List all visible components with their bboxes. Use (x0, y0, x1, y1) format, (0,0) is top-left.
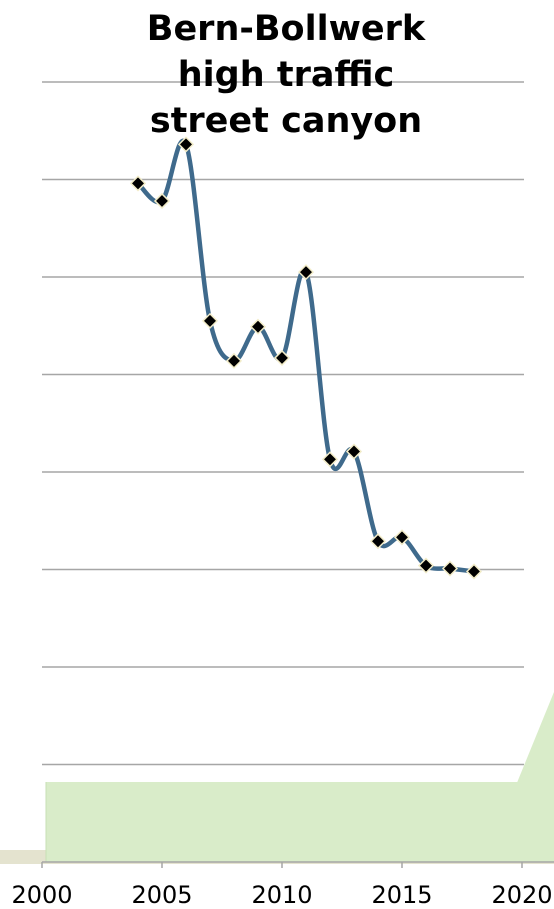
x-tick-label-2005: 2005 (131, 881, 192, 909)
data-point-2012 (321, 451, 339, 468)
x-tick-label-2020: 2020 (491, 881, 552, 909)
data-point-2014 (369, 533, 387, 550)
limit-band-slope (510, 692, 554, 862)
data-point-2018 (465, 563, 483, 580)
data-point-2009 (249, 318, 267, 335)
data-point-2007 (201, 312, 219, 329)
chart-title: Bern-Bollwerk high traffic street canyon (147, 9, 426, 141)
chart-title-line-2: high traffic (178, 55, 394, 95)
marker-group (129, 136, 483, 580)
x-tick-label-2000: 2000 (11, 881, 72, 909)
y-gridlines (42, 81, 524, 766)
data-point-2017 (441, 560, 459, 577)
data-point-2011 (297, 264, 315, 281)
chart-title-line-3: street canyon (150, 101, 422, 141)
x-axis-ticks: 2000 2005 2010 2015 2020 (11, 862, 553, 909)
data-point-2015 (393, 529, 411, 546)
limit-band (46, 782, 522, 862)
data-point-2005 (153, 192, 171, 210)
data-point-2008 (225, 352, 243, 369)
series-line (135, 138, 477, 574)
data-point-2006 (177, 136, 195, 153)
data-point-2010 (273, 349, 291, 366)
x-tick-label-2010: 2010 (251, 881, 312, 909)
data-point-2004 (129, 175, 147, 192)
chart-title-line-1: Bern-Bollwerk (147, 9, 426, 49)
data-point-2013 (345, 443, 363, 460)
series-group (135, 138, 477, 574)
x-tick-label-2015: 2015 (371, 881, 432, 909)
data-point-2016 (417, 557, 435, 574)
